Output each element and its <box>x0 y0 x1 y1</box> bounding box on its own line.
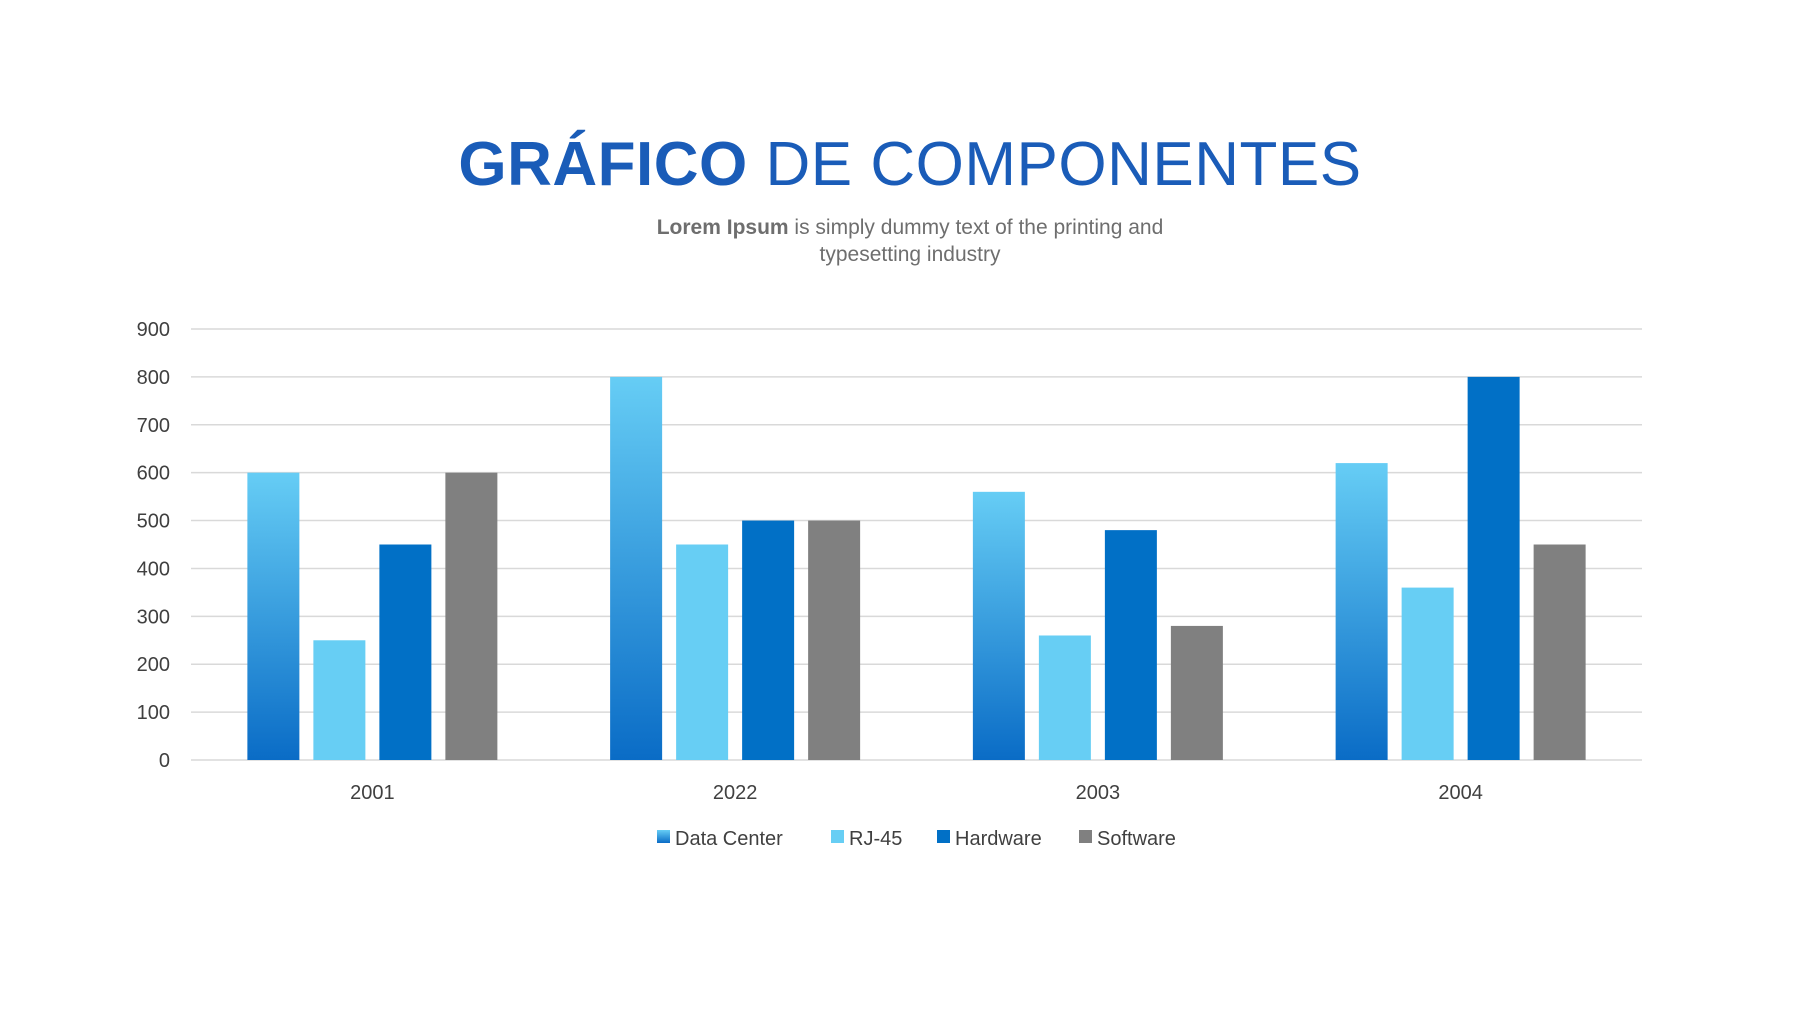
bar-data-center-2022 <box>610 376 663 760</box>
page-subtitle: Lorem Ipsum is simply dummy text of the … <box>610 214 1210 268</box>
bar-rj-45-2004 <box>1401 587 1454 760</box>
subtitle-rest: is simply dummy text of the printing and… <box>788 216 1164 266</box>
legend: Data Center RJ-45 Hardware Software <box>657 828 1176 850</box>
bar-data-center-2004 <box>1335 463 1388 760</box>
title-rest: DE COMPONENTES <box>747 130 1362 199</box>
y-tick-label: 600 <box>137 463 170 485</box>
bar-data-center-2001 <box>247 472 300 760</box>
bar-hardware-2001 <box>379 544 432 760</box>
y-tick-label: 800 <box>137 367 170 389</box>
legend-label: RJ-45 <box>849 828 902 850</box>
bar-software-2004 <box>1533 544 1586 760</box>
bar-data-center-2003 <box>972 491 1025 760</box>
bar-hardware-2003 <box>1104 530 1157 760</box>
x-axis: 2001 2022 2003 2004 <box>350 782 1483 804</box>
y-tick-label: 200 <box>137 654 170 676</box>
y-tick-label: 400 <box>137 558 170 580</box>
legend-label: Data Center <box>675 828 783 850</box>
title-bold: GRÁFICO <box>458 130 748 199</box>
bar-hardware-2004 <box>1467 376 1520 760</box>
x-tick-label: 2004 <box>1438 782 1483 804</box>
bar-software-2022 <box>808 520 861 760</box>
bar-rj-45-2003 <box>1038 635 1091 760</box>
x-tick-label: 2003 <box>1076 782 1121 804</box>
bar-rj-45-2022 <box>676 544 729 760</box>
y-tick-label: 700 <box>137 415 170 437</box>
page-title: GRÁFICO DE COMPONENTES <box>0 134 1820 196</box>
subtitle-bold: Lorem Ipsum <box>656 216 789 239</box>
legend-swatch <box>657 830 670 843</box>
legend-label: Software <box>1097 828 1176 850</box>
x-tick-label: 2022 <box>713 782 758 804</box>
y-tick-label: 100 <box>137 702 170 724</box>
bar-hardware-2022 <box>742 520 795 760</box>
y-axis: 0 100 200 300 400 500 600 700 800 900 <box>137 319 170 772</box>
bar-software-2001 <box>445 472 498 760</box>
gridlines <box>191 328 1642 761</box>
legend-swatch <box>1079 830 1092 843</box>
bars <box>247 376 1586 760</box>
y-tick-label: 900 <box>137 319 170 341</box>
legend-swatch <box>937 830 950 843</box>
y-tick-label: 300 <box>137 606 170 628</box>
legend-swatch <box>831 830 844 843</box>
y-tick-label: 0 <box>159 750 170 772</box>
bar-rj-45-2001 <box>313 640 366 760</box>
y-tick-label: 500 <box>137 511 170 533</box>
x-tick-label: 2001 <box>350 782 395 804</box>
bar-software-2003 <box>1170 625 1223 760</box>
legend-label: Hardware <box>955 828 1042 850</box>
